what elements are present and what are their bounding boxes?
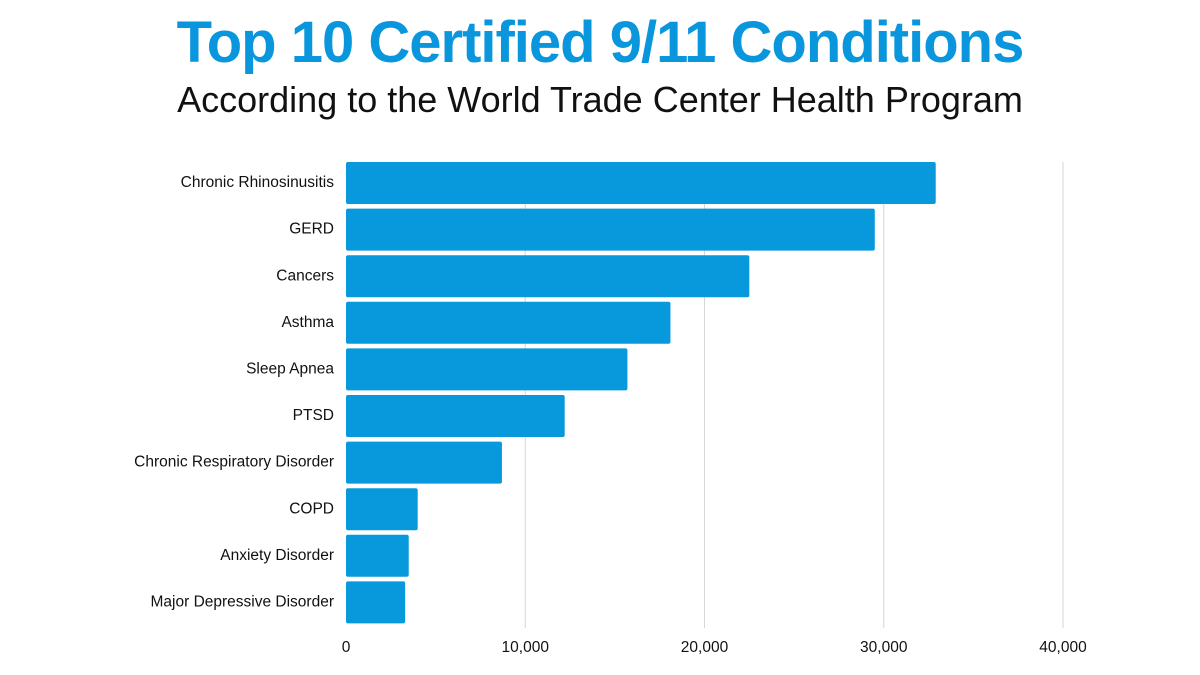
category-label: Sleep Apnea	[246, 360, 334, 377]
bar	[346, 301, 671, 344]
chart-subtitle: According to the World Trade Center Heal…	[177, 79, 1023, 120]
bar	[346, 534, 409, 577]
category-label: GERD	[289, 221, 334, 238]
category-label: Anxiety Disorder	[220, 547, 334, 564]
category-label: Chronic Rhinosinusitis	[181, 174, 335, 191]
bar	[346, 441, 502, 484]
category-label: PTSD	[293, 407, 334, 424]
chart-title: Top 10 Certified 9/11 Conditions	[176, 10, 1025, 75]
x-tick-label: 0	[342, 639, 351, 656]
x-tick-label: 30,000	[860, 639, 908, 656]
category-label: Chronic Respiratory Disorder	[134, 454, 334, 471]
bar	[346, 488, 418, 531]
category-label: COPD	[289, 500, 334, 517]
bar	[346, 348, 628, 391]
category-labels: Chronic Rhinosinusitis GERD Cancers Asthma S…	[134, 174, 334, 610]
category-label: Major Depressive Disorder	[151, 593, 334, 610]
bars	[346, 162, 936, 624]
x-axis-tick-labels: 0 10,000 20,000 30,000 40,000	[342, 639, 1087, 656]
bar	[346, 255, 750, 298]
category-label: Cancers	[276, 267, 334, 284]
x-tick-label: 10,000	[502, 639, 550, 656]
bar	[346, 162, 936, 204]
bar	[346, 581, 406, 624]
bar	[346, 208, 875, 251]
x-tick-label: 20,000	[681, 639, 729, 656]
bar	[346, 395, 565, 437]
x-tick-label: 40,000	[1039, 639, 1087, 656]
category-label: Asthma	[281, 314, 334, 331]
